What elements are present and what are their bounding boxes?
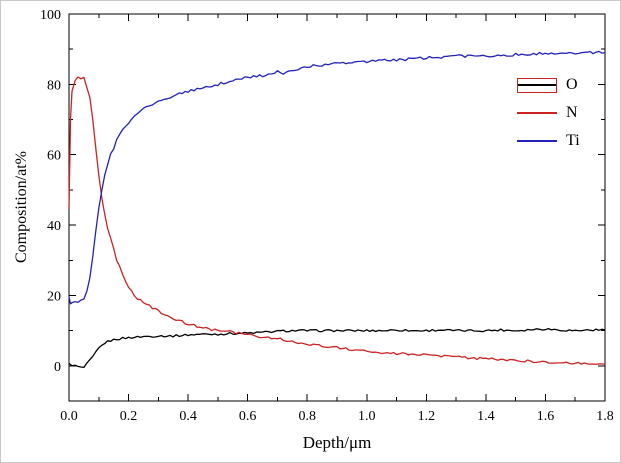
legend-label-ti: Ti: [566, 132, 580, 149]
x-tick-label: 1.8: [596, 409, 614, 424]
x-tick-label: 1.4: [477, 409, 495, 424]
legend-label-o: O: [566, 76, 578, 93]
tick-labels: 0.0 0.2 0.4 0.6 0.8 1.0 1.2 1.4 1.6 1.8 0 20 40 60 80 1…: [40, 8, 614, 424]
x-tick-label: 0.0: [60, 409, 78, 424]
y-tick-label: 20: [47, 289, 61, 304]
series-line-ti: [68, 50, 606, 305]
x-tick-label: 1.6: [537, 409, 555, 424]
x-tick-label: 0.6: [239, 409, 257, 424]
legend: O N Ti: [517, 71, 580, 155]
x-tick-label: 1.0: [358, 409, 376, 424]
legend-label-n: N: [566, 104, 578, 121]
x-axis-label: Depth/μm: [302, 433, 372, 452]
series-lines: [68, 50, 606, 369]
legend-item-n: N: [517, 99, 580, 127]
x-tick-label: 0.2: [120, 409, 138, 424]
legend-item-o: O: [517, 71, 580, 99]
series-line-n: [68, 76, 606, 366]
y-tick-label: 60: [47, 149, 61, 164]
y-tick-label: 0: [54, 360, 61, 375]
legend-line-ti-icon: [517, 133, 557, 149]
series-line-o: [68, 327, 606, 369]
x-tick-label: 1.2: [418, 409, 436, 424]
legend-line-o-icon: [517, 77, 557, 93]
x-tick-label: 0.8: [298, 409, 316, 424]
legend-item-ti: Ti: [517, 127, 580, 155]
x-tick-label: 0.4: [179, 409, 197, 424]
legend-line-n-icon: [517, 105, 557, 121]
y-axis-label: Composition/at%: [13, 151, 30, 263]
axis-ticks: [68, 13, 606, 401]
y-tick-label: 80: [47, 78, 61, 93]
y-tick-label: 100: [40, 8, 61, 23]
y-tick-label: 40: [47, 219, 61, 234]
